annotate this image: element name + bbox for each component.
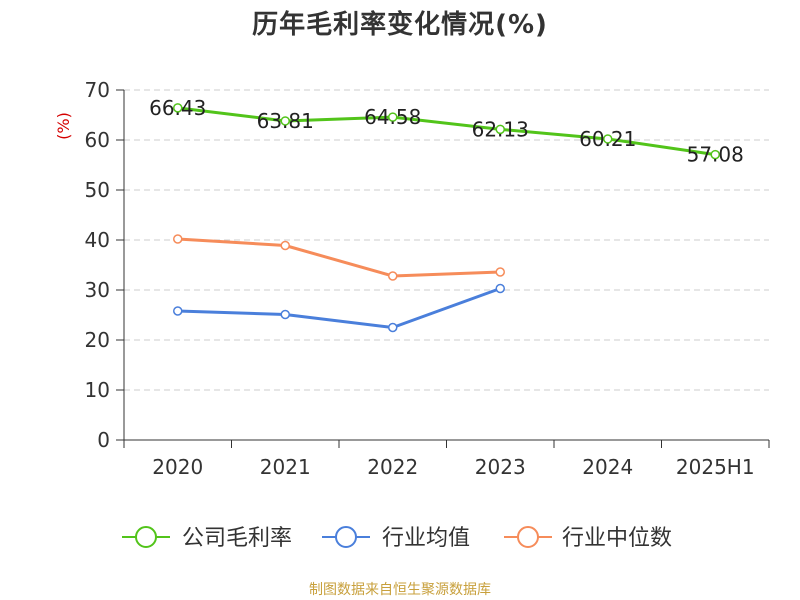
legend-label: 行业均值 [382,526,470,551]
series-line-2 [177,237,501,278]
series-line-0 [177,106,716,157]
legend-label: 公司毛利率 [182,526,292,551]
data-label: 62.13 [472,117,529,141]
data-point [388,271,398,281]
data-point [495,267,505,277]
data-label: 66.43 [149,96,206,120]
data-point [280,240,290,251]
data-label: 64.58 [364,105,421,129]
grid-lines [124,89,769,391]
y-tick-label: 20 [85,328,110,352]
x-tick-label: 2024 [582,455,633,479]
series-lines [173,103,720,333]
data-point [495,283,505,294]
x-tick-label: 2020 [152,455,203,479]
y-tick-label: 30 [85,278,110,302]
data-point [173,103,183,113]
legend-label: 行业中位数 [562,526,672,551]
y-tick-label: 0 [97,428,110,452]
legend: 公司毛利率 行业均值 行业中位数 [122,526,672,551]
y-tick-label: 50 [85,178,110,202]
data-point [280,116,290,126]
data-point [710,149,720,160]
series-line-1 [177,287,501,329]
y-tick-label: 60 [85,128,110,152]
legend-marker-1 [335,526,357,548]
data-label: 57.08 [687,143,744,167]
source-note: 制图数据来自恒生聚源数据库 [309,582,491,598]
legend-marker-2 [517,526,539,548]
x-tick-label: 2022 [367,455,418,479]
y-axis-label: (%) [54,112,73,140]
data-labels: 66.43 63.81 64.58 62.13 60.21 57.08 [149,96,744,167]
x-tick-label: 2023 [475,455,526,479]
y-tick-label: 40 [85,228,110,252]
x-tick-label: 2025H1 [676,455,755,479]
y-tick-label: 10 [85,378,110,402]
data-point [388,322,398,333]
chart-title: 历年毛利率变化情况(%) [252,10,548,40]
data-label: 63.81 [257,109,314,133]
data-point [603,134,613,144]
y-tick-label: 70 [85,78,110,102]
data-point [173,234,183,244]
axes: 0 10 20 30 40 50 60 70 2020 2021 2022 2023 2024 2025H… [54,78,770,479]
x-tick-label: 2021 [260,455,311,479]
legend-marker-0 [135,526,157,548]
data-point [280,309,290,320]
data-point [388,112,398,122]
data-point [173,306,183,316]
data-point [495,124,505,135]
data-label: 60.21 [579,127,636,151]
